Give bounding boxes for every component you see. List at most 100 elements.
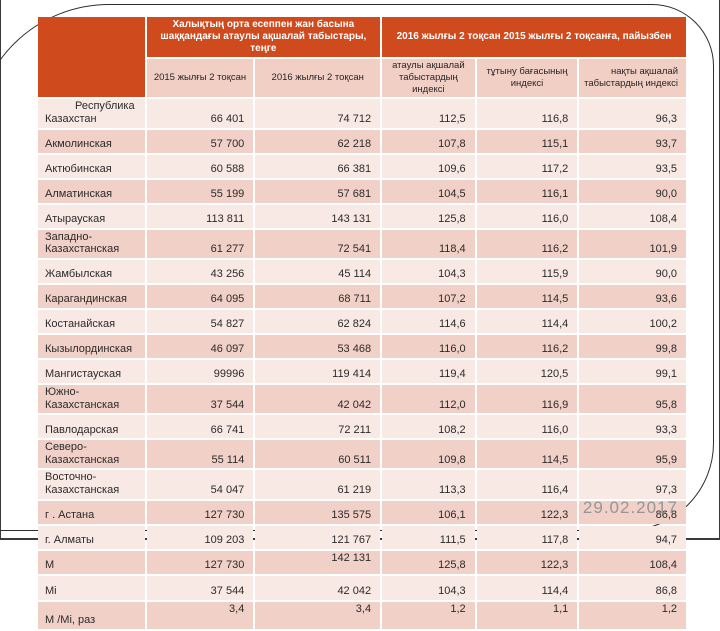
row-label: Республика Казахстан bbox=[38, 98, 145, 128]
cell-value: 62 824 bbox=[255, 309, 381, 333]
cell-value: 143 131 bbox=[255, 204, 381, 228]
cell-value: 122,3 bbox=[476, 550, 578, 574]
cell-value: 142 131 bbox=[255, 550, 381, 574]
row-label: М /Мi, раз bbox=[38, 601, 145, 629]
summary-rows: М 127 730 142 131 125,8 122,3 108,4 Мi 3… bbox=[38, 550, 686, 629]
cell-value: 95,9 bbox=[579, 440, 686, 469]
row-label: г . Астана bbox=[38, 500, 145, 524]
table-row-max: М 127 730 142 131 125,8 122,3 108,4 bbox=[38, 550, 686, 574]
cell-value: 117,8 bbox=[476, 525, 578, 549]
cell-value: 86,8 bbox=[579, 575, 686, 600]
cell-value: 114,5 bbox=[476, 284, 578, 308]
cell-value: 120,5 bbox=[476, 359, 578, 383]
cell-value: 99996 bbox=[146, 359, 254, 383]
cell-value: 54 827 bbox=[146, 309, 254, 333]
cell-value: 115,1 bbox=[476, 129, 578, 153]
row-label: М bbox=[38, 550, 145, 574]
cell-value: 93,7 bbox=[579, 129, 686, 153]
cell-value: 61 277 bbox=[146, 229, 254, 258]
column-header-real-index: нақты ақшалай табыстардың индексі bbox=[579, 59, 686, 97]
cell-value: 95,8 bbox=[579, 384, 686, 414]
cell-value: 135 575 bbox=[255, 500, 381, 524]
cell-value: 127 730 bbox=[146, 500, 254, 524]
cell-value: 113 811 bbox=[146, 204, 254, 228]
cell-value: 42 042 bbox=[255, 384, 381, 414]
table-row: Костанайская 54 827 62 824 114,6 114,4 100,2 bbox=[38, 309, 686, 333]
cell-value: 96,3 bbox=[579, 98, 686, 128]
row-label: Карагандинская bbox=[38, 284, 145, 308]
row-label: Северо-Казахстанская bbox=[38, 440, 145, 469]
cell-value: 62 218 bbox=[255, 129, 381, 153]
cell-value: 107,8 bbox=[382, 129, 475, 153]
row-label: Алматинская bbox=[38, 179, 145, 203]
cell-value: 108,2 bbox=[382, 415, 475, 439]
cell-value: 42 042 bbox=[255, 575, 381, 600]
table-row: Павлодарская 66 741 72 211 108,2 116,0 93,3 bbox=[38, 415, 686, 439]
cell-value: 122,3 bbox=[476, 500, 578, 524]
cell-value: 55 114 bbox=[146, 440, 254, 469]
cell-value: 117,2 bbox=[476, 154, 578, 178]
cell-value: 116,0 bbox=[476, 204, 578, 228]
cell-value: 114,6 bbox=[382, 309, 475, 333]
cell-value: 45 114 bbox=[255, 259, 381, 283]
cell-value: 72 541 bbox=[255, 229, 381, 258]
header-group-percent: 2016 жылғы 2 тоқсан 2015 жылғы 2 тоқсанғ… bbox=[382, 17, 686, 57]
cell-value: 97,3 bbox=[579, 470, 686, 499]
table-header: Халықтың орта есеппен жан басына шаққанд… bbox=[38, 17, 686, 97]
row-label: Восточно-Казахстанская bbox=[38, 470, 145, 499]
table-row: Актюбинская 60 588 66 381 109,6 117,2 93,5 bbox=[38, 154, 686, 178]
cell-value: 119 414 bbox=[255, 359, 381, 383]
cell-value: 53 468 bbox=[255, 334, 381, 358]
cell-value: 107,2 bbox=[382, 284, 475, 308]
cell-value: 90,0 bbox=[579, 179, 686, 203]
cell-value: 125,8 bbox=[382, 550, 475, 574]
cell-value: 116,9 bbox=[476, 384, 578, 414]
cell-value: 112,0 bbox=[382, 384, 475, 414]
row-label: Мангистауская bbox=[38, 359, 145, 383]
table-row: Южно-Казахстанская 37 544 42 042 112,0 116,9… bbox=[38, 384, 686, 414]
cell-value: 116,0 bbox=[476, 415, 578, 439]
row-label: Западно-Казахстанская bbox=[38, 229, 145, 258]
cell-value: 55 199 bbox=[146, 179, 254, 203]
cell-value: 125,8 bbox=[382, 204, 475, 228]
cell-value: 114,4 bbox=[476, 309, 578, 333]
cell-value: 90,0 bbox=[579, 259, 686, 283]
table-row-min: Мi 37 544 42 042 104,3 114,4 86,8 bbox=[38, 575, 686, 600]
cell-value: 101,9 bbox=[579, 229, 686, 258]
cell-value: 108,4 bbox=[579, 550, 686, 574]
region-rows: Республика Казахстан 66 401 74 712 112,5 116… bbox=[38, 98, 686, 549]
cell-value: 116,4 bbox=[476, 470, 578, 499]
row-label: Жамбылская bbox=[38, 259, 145, 283]
cell-value: 104,3 bbox=[382, 575, 475, 600]
table-row: Алматинская 55 199 57 681 104,5 116,1 90,0 bbox=[38, 179, 686, 203]
table-row-ratio: М /Мi, раз 3,4 3,4 1,2 1,1 1,2 bbox=[38, 601, 686, 629]
cell-value: 116,2 bbox=[476, 229, 578, 258]
slide-date: 29.02.2017 bbox=[582, 498, 678, 517]
cell-value: 60 511 bbox=[255, 440, 381, 469]
cell-value: 93,5 bbox=[579, 154, 686, 178]
cell-value: 37 544 bbox=[146, 575, 254, 600]
cell-value: 115,9 bbox=[476, 259, 578, 283]
cell-value: 74 712 bbox=[255, 98, 381, 128]
table-row: Республика Казахстан 66 401 74 712 112,5 116… bbox=[38, 98, 686, 128]
cell-value: 1,1 bbox=[476, 601, 578, 629]
row-label: Костанайская bbox=[38, 309, 145, 333]
table-row: Карагандинская 64 095 68 711 107,2 114,5 93,6 bbox=[38, 284, 686, 308]
cell-value: 94,7 bbox=[579, 525, 686, 549]
cell-value: 114,5 bbox=[476, 440, 578, 469]
cell-value: 3,4 bbox=[146, 601, 254, 629]
cell-value: 109 203 bbox=[146, 525, 254, 549]
cell-value: 66 381 bbox=[255, 154, 381, 178]
cell-value: 116,2 bbox=[476, 334, 578, 358]
table-row: Восточно-Казахстанская 54 047 61 219 113,3 1… bbox=[38, 470, 686, 499]
cell-value: 111,5 bbox=[382, 525, 475, 549]
table-row: г. Алматы 109 203 121 767 111,5 117,8 94,7 bbox=[38, 525, 686, 549]
cell-value: 66 401 bbox=[146, 98, 254, 128]
cell-value: 68 711 bbox=[255, 284, 381, 308]
cell-value: 113,3 bbox=[382, 470, 475, 499]
table-row: Западно-Казахстанская 61 277 72 541 118,4 11… bbox=[38, 229, 686, 258]
cell-value: 61 219 bbox=[255, 470, 381, 499]
header-corner-cell bbox=[38, 17, 145, 97]
cell-value: 127 730 bbox=[146, 550, 254, 574]
column-header-2015-q2: 2015 жылғы 2 тоқсан bbox=[146, 59, 254, 97]
